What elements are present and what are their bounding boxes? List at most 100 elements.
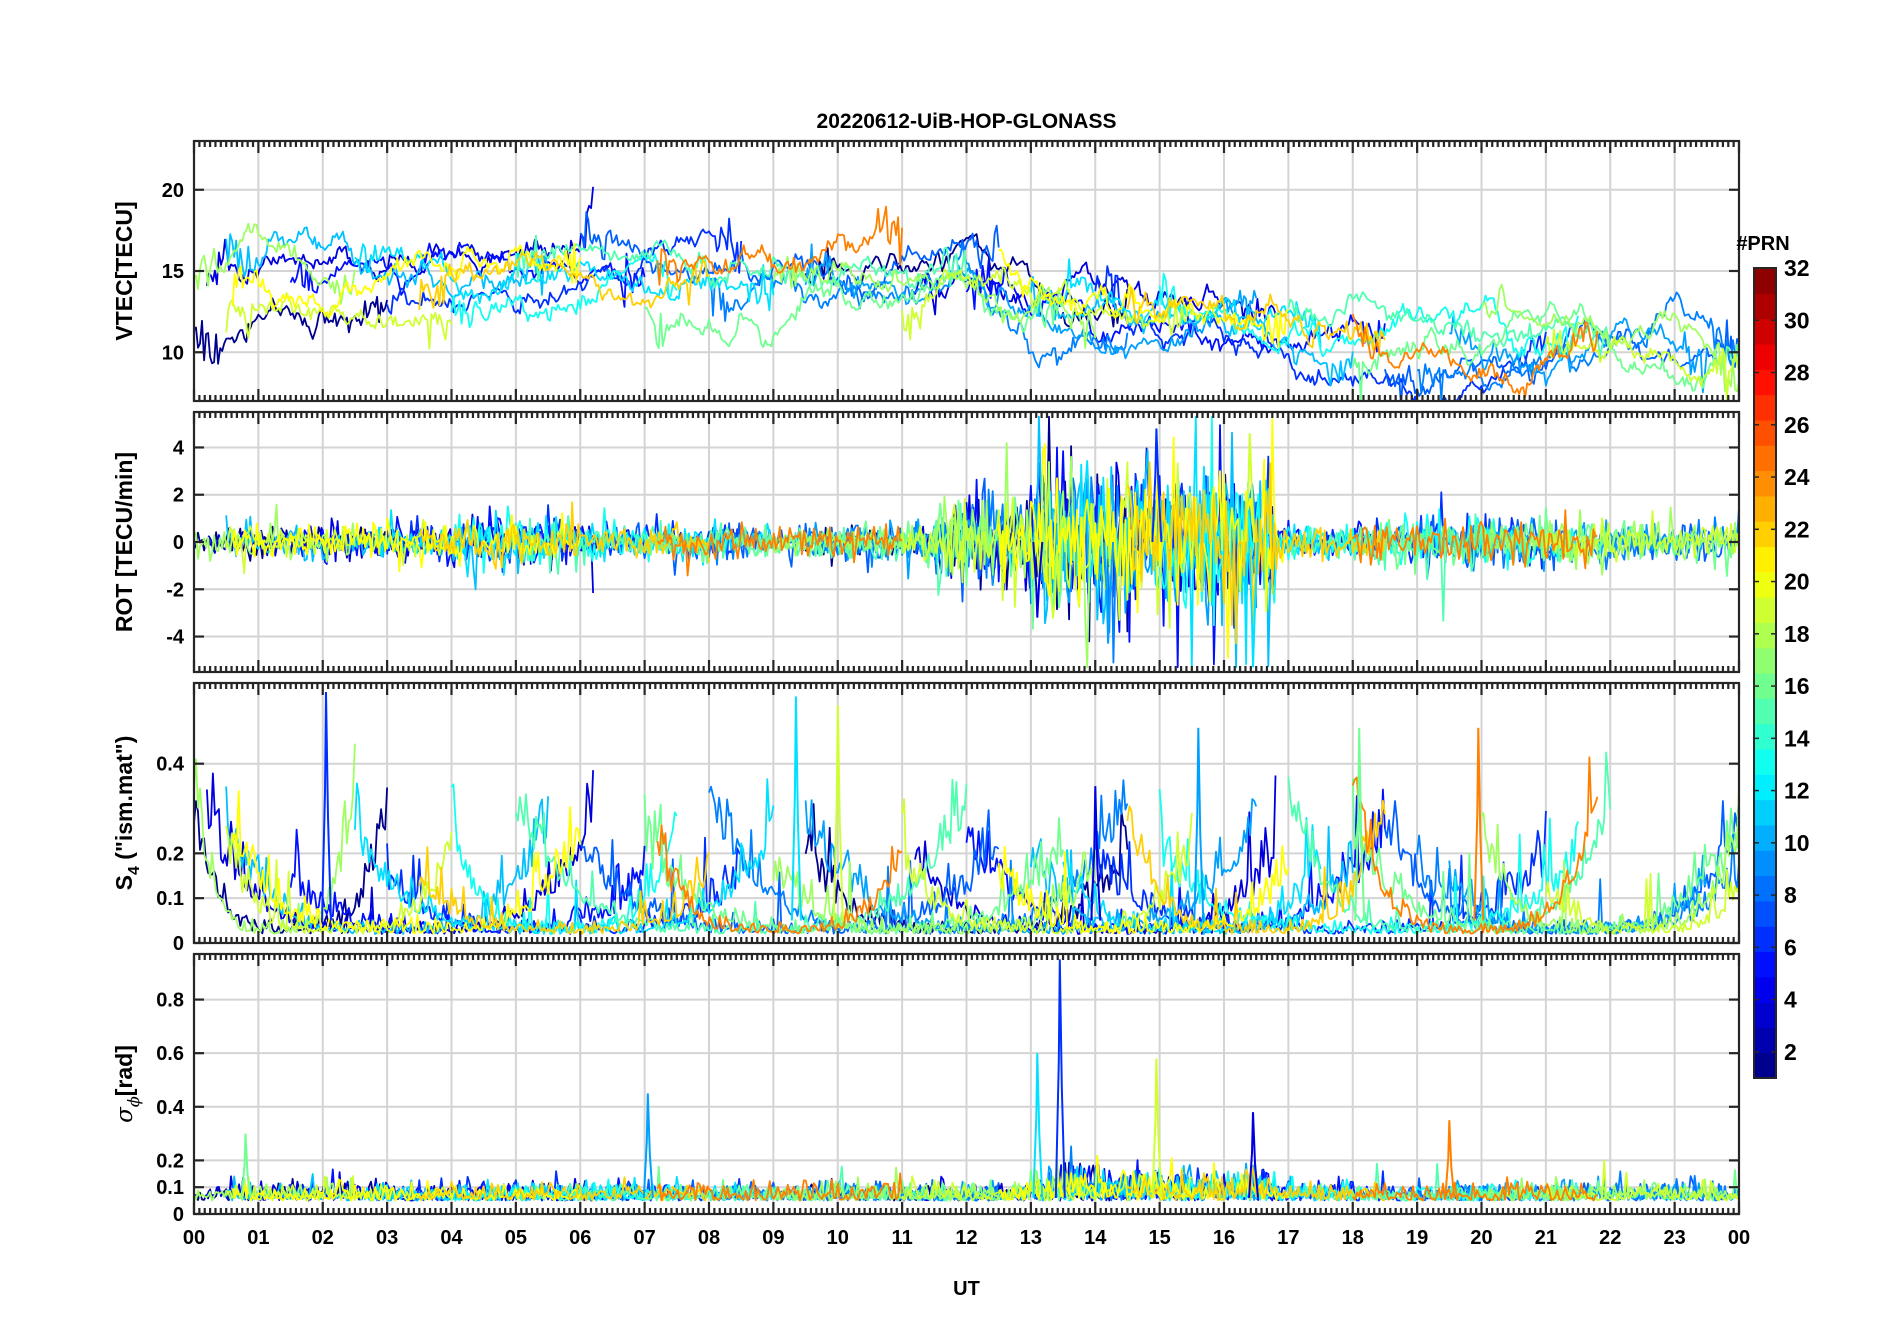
colorbar-segment — [1754, 799, 1776, 826]
series-line-prn-23 — [1352, 509, 1598, 570]
series-line-prn-21 — [418, 251, 710, 310]
series-vtec — [194, 186, 1739, 401]
spikes-sigphi — [240, 959, 1456, 1199]
y-axis-label-vtec: VTEC[TECU] — [111, 201, 137, 340]
colorbar-segment — [1754, 1002, 1776, 1028]
colorbar-tick-label: 8 — [1784, 882, 1797, 908]
y-axis-label-rot: ROT [TECU/min] — [111, 452, 137, 632]
series-line-prn-18 — [225, 292, 453, 350]
colorbar-segment — [1754, 875, 1776, 902]
series-line-prn-18 — [901, 798, 1193, 935]
series-line-prn-15 — [1287, 513, 1612, 622]
y-axis-label-sigphi: σϕ[rad] — [111, 1045, 143, 1123]
series-s4 — [194, 743, 1739, 935]
series-line-prn-21 — [418, 846, 710, 935]
grid-sigphi — [194, 954, 1739, 1215]
colorbar-segment — [1754, 546, 1776, 573]
series-line-prn-21 — [418, 501, 710, 570]
colorbar-tick-label: 6 — [1784, 934, 1797, 960]
colorbar-segment — [1754, 774, 1776, 801]
spikes-rot — [1032, 428, 1259, 668]
colorbar-tick-label: 20 — [1784, 569, 1810, 595]
series-line-prn-18 — [1545, 868, 1739, 935]
colorbar-segment — [1754, 926, 1776, 953]
series-line-prn-12 — [1062, 817, 1322, 935]
series-line-prn-15 — [515, 234, 968, 290]
series-line-prn-21 — [1126, 799, 1386, 935]
colorbar-tick-label: 14 — [1784, 725, 1810, 751]
series-line-prn-20 — [998, 248, 1290, 349]
colorbar-tick-label: 16 — [1784, 673, 1810, 699]
x-tick-label: 21 — [1535, 1227, 1557, 1249]
colorbar-segment — [1754, 673, 1776, 699]
series-line-prn-10 — [1449, 315, 1708, 394]
spike — [832, 705, 844, 921]
series-line-prn-21 — [1126, 286, 1386, 354]
series-line-prn-17 — [772, 849, 1097, 935]
y-tick-label: 0.1 — [156, 888, 184, 910]
colorbar-tick-label: 22 — [1784, 516, 1810, 542]
series-line-prn-11 — [1030, 276, 1354, 387]
panel-sigphi: 0 0.1 0.2 0.4 0.6 0.8 σϕ[rad] 00 01 02 03 04 05 06 07 0… — [111, 952, 1750, 1249]
colorbar-frame — [1753, 267, 1777, 1079]
y-axis-label-s4: S4 ("ism.mat") — [111, 736, 143, 891]
series-line-prn-20 — [231, 790, 582, 935]
series-line-prn-16 — [644, 270, 1064, 350]
colorbar-segment — [1754, 495, 1776, 522]
colorbar-segment — [1754, 419, 1776, 446]
series-line-prn-17 — [194, 743, 356, 935]
series-line-prn-21 — [1126, 461, 1386, 645]
spike — [1054, 959, 1066, 1198]
colorbar-tick-label: 30 — [1784, 307, 1810, 333]
spike — [1444, 1120, 1456, 1199]
colorbar-segment — [1754, 445, 1776, 472]
series-line-prn-11 — [225, 786, 549, 935]
x-tick-label: 15 — [1149, 1227, 1171, 1249]
series-line-prn-20 — [231, 242, 582, 318]
series-line-prn-23 — [1351, 756, 1599, 935]
colorbar-label: #PRN — [1736, 233, 1789, 255]
panel-rot: -4 -2 0 2 4 ROT [TECU/min] — [111, 410, 1741, 674]
series-line-prn-20 — [998, 1154, 1290, 1202]
series-line-prn-17 — [194, 222, 356, 305]
series-line-prn-16 — [643, 793, 1064, 935]
spike — [1193, 727, 1205, 921]
spike — [321, 691, 332, 921]
x-tick-label: 16 — [1213, 1227, 1235, 1249]
series-line-prn-18 — [901, 266, 1193, 341]
y-tick-label: 0.4 — [156, 754, 185, 776]
spike — [1151, 428, 1163, 543]
x-tick-label: 12 — [955, 1227, 977, 1249]
series-line-prn-23 — [1352, 1176, 1598, 1202]
colorbar-segment — [1754, 900, 1776, 927]
x-tick-label: 01 — [247, 1227, 269, 1249]
series-line-prn-12 — [354, 778, 775, 935]
spike — [1354, 727, 1366, 921]
colorbar-segment — [1754, 647, 1776, 674]
spike — [1248, 541, 1259, 668]
spike — [1103, 541, 1115, 644]
colorbar-segment — [1754, 1052, 1776, 1079]
colorbar-segment — [1754, 748, 1776, 775]
spike — [1244, 433, 1256, 543]
colorbar-segment — [1754, 343, 1776, 370]
series-line-prn-23 — [656, 205, 903, 286]
series-line-prn-17 — [772, 255, 1097, 349]
axes-sigphi — [192, 952, 1741, 1216]
y-tick-label: 0.1 — [156, 1177, 184, 1199]
series-line-prn-1 — [194, 295, 388, 365]
colorbar-segment — [1754, 369, 1776, 396]
y-tick-label: 15 — [162, 261, 184, 283]
colorbar-segment — [1754, 622, 1776, 649]
x-tick-label: 09 — [762, 1227, 784, 1249]
series-line-prn-5 — [1094, 265, 1547, 401]
x-tick-label: 13 — [1020, 1227, 1042, 1249]
series-line-prn-16 — [1351, 778, 1739, 935]
series-rot — [194, 415, 1739, 669]
x-tick-label: 17 — [1277, 1227, 1299, 1249]
colorbar-tick-label: 12 — [1784, 778, 1810, 804]
x-tick-label: 20 — [1470, 1227, 1492, 1249]
y-tick-label: 0.4 — [156, 1097, 185, 1119]
series-sigphi — [194, 1145, 1739, 1202]
